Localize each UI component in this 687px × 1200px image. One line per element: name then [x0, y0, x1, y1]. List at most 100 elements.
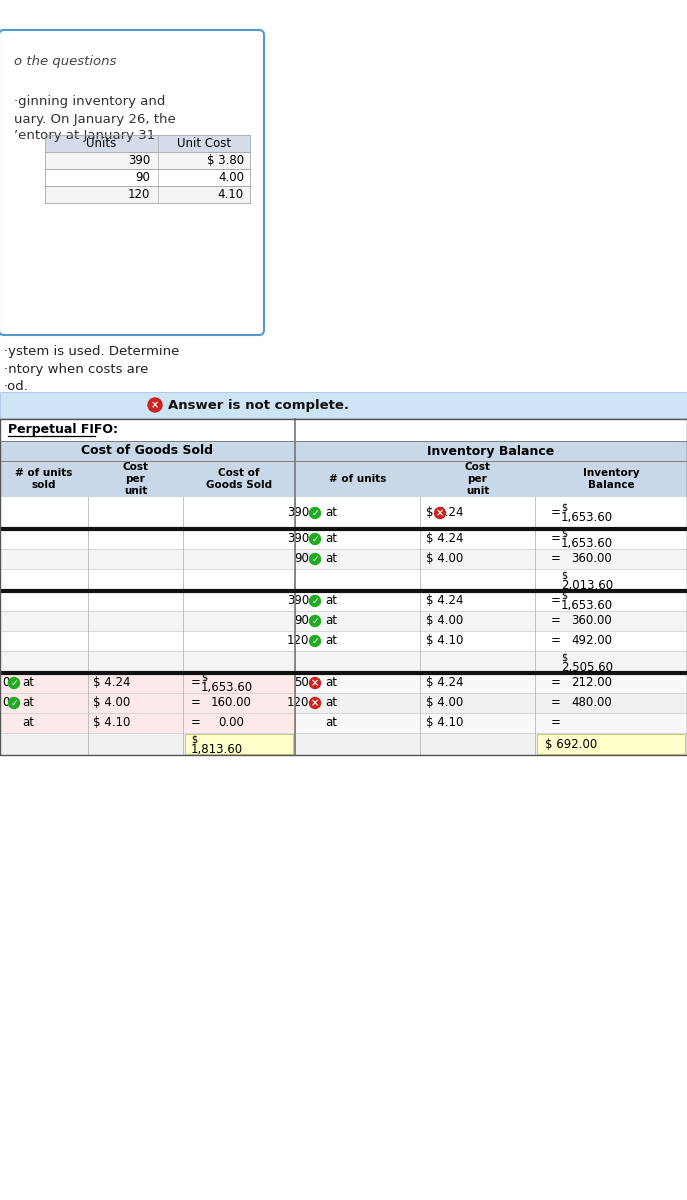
Circle shape — [310, 697, 321, 708]
Circle shape — [310, 616, 321, 626]
Bar — [45, 134, 250, 152]
FancyBboxPatch shape — [0, 30, 264, 335]
Circle shape — [310, 636, 321, 647]
Text: $ 4.24: $ 4.24 — [93, 677, 131, 690]
Circle shape — [434, 508, 445, 518]
Text: ×: × — [436, 508, 444, 518]
Text: $ 4.10: $ 4.10 — [426, 716, 463, 730]
Text: at: at — [325, 635, 337, 648]
Text: ×: × — [311, 678, 319, 688]
Text: Answer is not complete.: Answer is not complete. — [168, 398, 349, 412]
Text: =: = — [551, 552, 561, 565]
Bar — [0, 733, 687, 755]
Text: ×: × — [311, 698, 319, 708]
Bar — [45, 152, 250, 169]
Text: 4.00: 4.00 — [218, 170, 244, 184]
Text: $ 4.24: $ 4.24 — [426, 677, 464, 690]
Text: =: = — [551, 594, 561, 607]
Circle shape — [310, 595, 321, 606]
Text: Perpetual FIFO:: Perpetual FIFO: — [8, 424, 118, 437]
Text: $ 4.00: $ 4.00 — [93, 696, 131, 709]
Bar — [0, 631, 687, 650]
Text: 390: 390 — [286, 594, 309, 607]
Text: ✓: ✓ — [311, 509, 319, 517]
Text: ·od.: ·od. — [4, 379, 29, 392]
Text: ✓: ✓ — [311, 534, 319, 544]
Text: # of units
sold: # of units sold — [15, 468, 73, 490]
Text: 0: 0 — [3, 696, 10, 709]
Text: at: at — [325, 696, 337, 709]
Text: 1,813.60: 1,813.60 — [191, 743, 243, 756]
Bar — [0, 692, 295, 713]
Text: at: at — [325, 614, 337, 628]
Bar — [45, 186, 250, 203]
Text: 360.00: 360.00 — [571, 614, 611, 628]
Text: 360.00: 360.00 — [571, 552, 611, 565]
Text: $ 4.00: $ 4.00 — [426, 614, 463, 628]
Bar — [0, 569, 687, 590]
Circle shape — [310, 678, 321, 689]
Text: $: $ — [561, 570, 567, 580]
Text: at: at — [22, 716, 34, 730]
Text: Cost
per
unit: Cost per unit — [122, 462, 148, 496]
Text: o the questions: o the questions — [14, 55, 116, 68]
Text: $ 4.00: $ 4.00 — [426, 552, 463, 565]
Text: Units: Units — [87, 137, 117, 150]
Text: at: at — [22, 677, 34, 690]
Text: 480.00: 480.00 — [571, 696, 611, 709]
Text: at: at — [325, 677, 337, 690]
Text: ·ntory when costs are: ·ntory when costs are — [4, 362, 148, 376]
Text: 1,653.60: 1,653.60 — [201, 682, 253, 695]
Text: =: = — [551, 614, 561, 628]
Text: ×: × — [151, 400, 159, 410]
Text: 90: 90 — [294, 614, 309, 628]
Text: $: $ — [561, 590, 567, 601]
Text: ’entory at January 31: ’entory at January 31 — [14, 130, 155, 143]
Text: ✓: ✓ — [311, 617, 319, 625]
Text: Cost
per
unit: Cost per unit — [464, 462, 491, 496]
Text: ·ginning inventory and: ·ginning inventory and — [14, 96, 166, 108]
Text: Unit Cost: Unit Cost — [177, 137, 231, 150]
Text: ✓: ✓ — [311, 596, 319, 606]
Text: $ 4.24: $ 4.24 — [426, 594, 464, 607]
Text: 390: 390 — [286, 506, 309, 520]
Circle shape — [310, 534, 321, 545]
Text: 90: 90 — [135, 170, 150, 184]
Text: 120: 120 — [286, 696, 309, 709]
Text: $ 4.10: $ 4.10 — [93, 716, 131, 730]
Text: Inventory
Balance: Inventory Balance — [583, 468, 640, 490]
Text: 2,505.60: 2,505.60 — [561, 660, 613, 673]
Bar — [0, 673, 295, 692]
Text: at: at — [325, 533, 337, 546]
Text: =: = — [551, 533, 561, 546]
Bar — [0, 419, 687, 755]
Text: Cost of Goods Sold: Cost of Goods Sold — [82, 444, 214, 457]
Circle shape — [148, 398, 162, 412]
Text: 212.00: 212.00 — [571, 677, 612, 690]
Text: at: at — [325, 594, 337, 607]
Text: 390: 390 — [286, 533, 309, 546]
Text: 50: 50 — [294, 677, 309, 690]
Text: 390: 390 — [128, 154, 150, 167]
Text: 120: 120 — [128, 188, 150, 200]
Bar — [0, 529, 687, 550]
Text: at: at — [22, 696, 34, 709]
Bar — [0, 550, 687, 569]
Bar — [0, 713, 295, 733]
Text: at: at — [325, 506, 337, 520]
Text: $ 692.00: $ 692.00 — [545, 738, 597, 750]
Text: Cost of
Goods Sold: Cost of Goods Sold — [206, 468, 272, 490]
Text: =: = — [191, 677, 201, 690]
Text: =: = — [551, 677, 561, 690]
Bar — [185, 734, 293, 754]
Text: 1,653.60: 1,653.60 — [561, 538, 613, 551]
Bar — [0, 713, 687, 733]
Text: 90: 90 — [294, 552, 309, 565]
Bar — [0, 461, 687, 497]
Text: 1,653.60: 1,653.60 — [561, 600, 613, 612]
Text: 120: 120 — [286, 635, 309, 648]
Text: ·ystem is used. Determine: ·ystem is used. Determine — [4, 346, 179, 359]
Text: $ 4.10: $ 4.10 — [426, 635, 463, 648]
Text: =: = — [551, 696, 561, 709]
Circle shape — [8, 678, 19, 689]
